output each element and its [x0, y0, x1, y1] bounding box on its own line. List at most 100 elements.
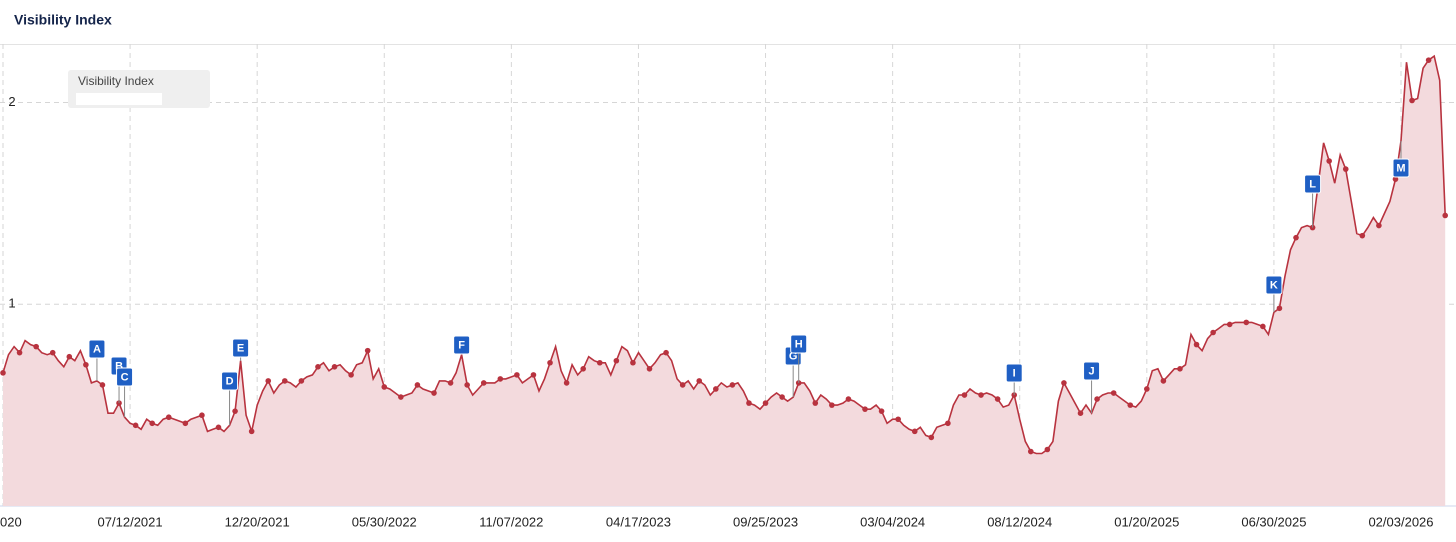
flag: [790, 334, 808, 354]
point: [1044, 446, 1051, 453]
point: [878, 408, 885, 414]
point: [464, 382, 470, 388]
point: [1442, 212, 1449, 219]
flag-label: C: [121, 371, 129, 383]
point: [696, 378, 703, 384]
x-tick-label: 11/07/2022: [479, 514, 543, 529]
flag-label: H: [795, 338, 803, 350]
x-tick-label: 12/20/2021: [225, 514, 290, 529]
point: [497, 376, 504, 382]
point: [563, 380, 570, 386]
point: [746, 400, 752, 406]
point: [1094, 396, 1100, 402]
point: [978, 392, 984, 398]
point: [1110, 390, 1117, 396]
point: [348, 372, 354, 378]
flag: [1083, 361, 1101, 381]
point: [265, 378, 272, 384]
point: [514, 372, 520, 378]
legend-label: Visibility Index: [78, 74, 154, 88]
point: [994, 396, 1001, 402]
point: [812, 400, 819, 406]
chart-title: Visibility Index: [14, 12, 112, 28]
flag-label: E: [237, 342, 244, 354]
point: [1409, 97, 1415, 104]
point: [1392, 176, 1399, 182]
point: [530, 372, 537, 378]
x-tick-label: 020: [0, 514, 22, 529]
point: [1210, 329, 1216, 336]
point: [1342, 166, 1349, 172]
point: [1061, 380, 1067, 386]
x-tick-label: 03/04/2024: [860, 514, 925, 529]
point: [862, 406, 868, 412]
x-tick-label: 07/12/2021: [98, 514, 163, 529]
flag-label: B: [115, 360, 123, 372]
flag-label: G: [789, 350, 798, 362]
point: [165, 414, 172, 421]
point: [1127, 402, 1134, 408]
point: [945, 420, 951, 427]
flag: [1304, 174, 1322, 194]
point: [630, 359, 636, 366]
point: [829, 402, 835, 408]
flag: [88, 339, 106, 359]
point: [679, 382, 686, 388]
point: [149, 420, 155, 427]
point: [547, 359, 553, 366]
x-tick-label: 08/12/2024: [987, 514, 1052, 529]
point: [928, 434, 935, 441]
flag-label: A: [93, 343, 101, 355]
point: [480, 380, 487, 386]
point: [49, 349, 56, 356]
flag: [1265, 275, 1283, 295]
x-tick-label: 06/30/2025: [1241, 514, 1306, 529]
point: [232, 408, 238, 414]
point: [282, 378, 288, 384]
flag: [116, 367, 134, 387]
flag-label: J: [1088, 365, 1094, 377]
point: [613, 357, 620, 364]
point: [364, 347, 371, 354]
point: [1293, 234, 1299, 241]
point: [116, 400, 122, 406]
flag-label: I: [1013, 367, 1016, 379]
point: [1276, 305, 1283, 312]
point: [1193, 341, 1200, 348]
point: [182, 420, 189, 427]
point: [215, 424, 222, 431]
point: [1160, 378, 1167, 384]
flag: [221, 371, 239, 391]
point: [663, 349, 669, 356]
x-tick-label: 05/30/2022: [352, 514, 417, 529]
point: [33, 343, 39, 350]
flag-label: F: [458, 339, 465, 351]
point: [16, 349, 23, 356]
point: [1226, 321, 1233, 328]
point: [1177, 366, 1183, 372]
x-tick-label: 09/25/2023: [733, 514, 798, 529]
flag: [453, 335, 471, 355]
point: [1326, 158, 1332, 164]
point: [713, 386, 719, 392]
point: [1359, 232, 1366, 239]
x-tick-label: 02/03/2026: [1368, 514, 1433, 529]
point: [762, 400, 769, 406]
point: [779, 394, 785, 400]
point: [248, 428, 255, 435]
flag-label: L: [1309, 178, 1316, 190]
point: [961, 392, 968, 398]
point: [1425, 57, 1432, 63]
point: [1376, 222, 1382, 229]
point: [447, 380, 454, 386]
point: [414, 382, 421, 388]
point: [1077, 410, 1084, 416]
point: [1027, 448, 1034, 455]
x-tick-label: 01/20/2025: [1114, 514, 1179, 529]
point: [199, 412, 205, 419]
point: [132, 422, 139, 429]
point: [315, 363, 321, 370]
point: [66, 353, 73, 360]
